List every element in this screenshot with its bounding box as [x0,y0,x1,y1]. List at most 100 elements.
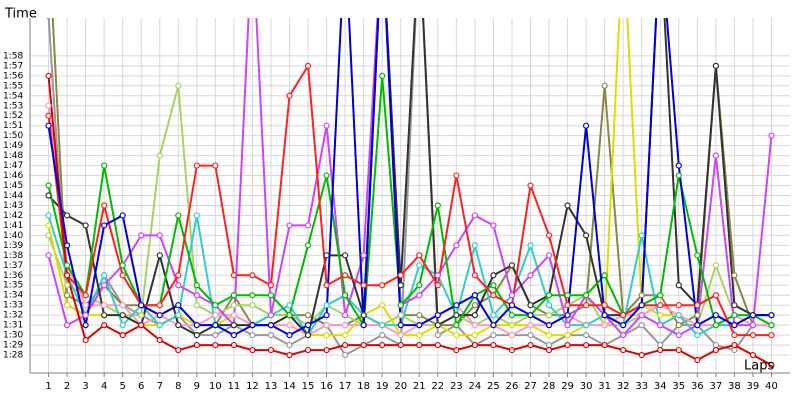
x-tick-label: 36 [691,381,704,392]
lap-point [360,341,367,349]
lap-point [101,272,108,279]
lap-point [101,162,108,169]
lap-point [286,302,293,309]
lap-point [620,322,627,329]
lap-point [45,232,52,239]
lap-point [434,322,441,329]
lap-point [342,332,349,339]
y-tick-label: 1:56 [3,71,23,81]
x-tick-label: 26 [506,381,519,392]
lap-point [230,322,238,329]
lap-point [46,18,51,20]
x-tick-label: 32 [617,381,630,392]
lap-point [638,302,645,309]
lap-point [342,322,349,329]
lap-point [564,322,571,329]
lap-point [156,152,163,159]
lap-point [731,322,738,329]
lap-point [175,82,182,89]
lap-point [453,302,460,309]
lap-point [545,302,553,309]
lap-point [657,341,664,349]
lap-point [712,312,719,319]
lap-point [230,292,238,299]
x-tick-label: 16 [320,381,333,392]
lap-point [657,322,664,329]
lap-point [249,302,256,309]
lap-point [304,332,312,339]
y-tick-label: 1:44 [3,191,23,201]
lap-point [267,282,275,289]
lap-point [175,272,182,279]
lap-point [397,272,404,279]
lap-point [545,232,553,239]
lap-point [156,302,163,309]
lap-point [63,302,71,309]
y-tick-label: 1:45 [3,181,23,191]
lap-point [490,332,497,339]
x-axis-title: Laps [744,359,774,374]
lap-line [47,18,772,337]
lap-point [453,312,460,319]
lap-point [453,172,460,179]
lap-point [45,222,52,229]
x-tick-label: 23 [450,381,463,392]
lap-point [601,272,608,279]
x-tick-label: 5 [119,381,125,392]
lap-point [638,322,645,329]
lap-point [564,332,571,339]
x-tick-label: 1 [45,381,51,392]
lap-point [508,322,516,329]
lap-point [156,312,163,319]
lap-point [675,302,682,309]
lap-point [527,341,534,349]
lap-point [138,302,145,309]
x-tick-label: 13 [265,381,278,392]
lap-point [45,212,52,219]
lap-point [249,346,256,354]
x-tick-label: 8 [175,381,181,392]
lap-point [63,242,71,249]
lap-point [101,202,108,209]
lap-point [286,341,293,349]
lap-point [230,312,238,319]
lap-point [675,172,682,179]
lap-point [768,332,775,339]
lap-point [212,332,219,339]
y-tick-label: 1:42 [3,211,23,221]
y-tick-label: 1:55 [3,81,23,91]
y-tick-label: 1:49 [3,141,23,151]
lap-point [416,252,423,259]
lap-point [323,322,330,329]
lap-point [304,346,312,354]
x-tick-label: 21 [413,381,426,392]
lap-point [63,282,71,289]
lap-point [471,272,478,279]
lap-point [360,322,367,329]
lap-point [45,72,52,79]
lap-point [45,192,52,199]
lap-point [712,346,719,354]
lap-point [657,292,664,299]
lap-point [508,292,516,299]
lap-point [768,361,775,369]
x-tick-label: 11 [228,381,241,392]
lap-point [712,341,719,349]
lap-point [304,62,312,69]
y-tick-label: 1:35 [3,281,23,291]
x-tick-label: 40 [765,381,778,392]
lap-point [749,351,757,359]
lap-point [397,282,404,289]
x-tick-label: 20 [394,381,407,392]
lap-point [453,242,460,249]
lap-point [416,322,423,329]
lap-point [657,302,664,309]
lap-point [638,312,645,319]
y-tick-label: 1:48 [3,151,23,161]
x-tick-label: 30 [580,381,593,392]
lap-point [193,341,200,349]
lap-point [545,341,553,349]
lap-point [379,341,386,349]
x-tick-label: 17 [339,381,352,392]
lap-point [582,341,590,349]
